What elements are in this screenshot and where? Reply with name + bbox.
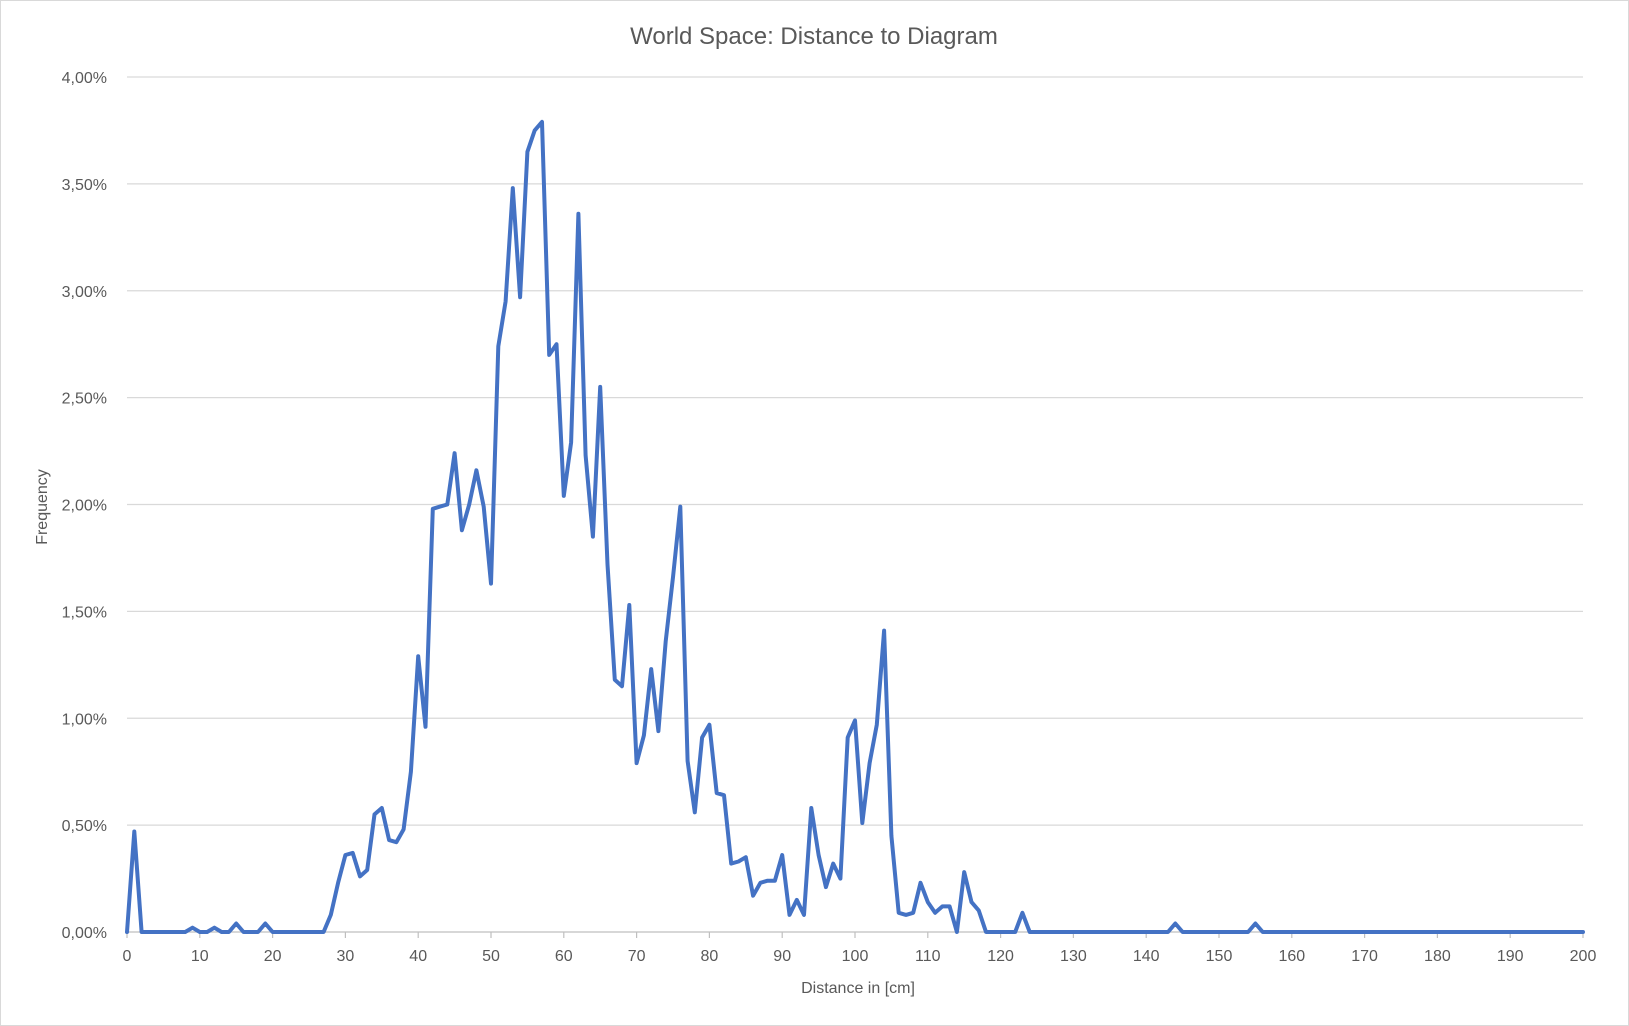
- x-tick-label: 190: [1497, 948, 1524, 965]
- series-line-1: [125, 119, 1585, 934]
- x-tick-label: 150: [1206, 948, 1233, 965]
- x-tick-label: 110: [915, 948, 941, 965]
- y-tick-label: 0,50%: [62, 818, 107, 835]
- y-tick-label: 3,00%: [62, 284, 107, 301]
- x-tick-label: 10: [191, 948, 209, 965]
- x-tick-label: 200: [1570, 948, 1597, 965]
- x-tick-label: 60: [555, 948, 573, 965]
- y-tick-label: 3,50%: [62, 177, 107, 194]
- x-tick-label: 0: [123, 948, 132, 965]
- x-tick-label: 100: [842, 948, 869, 965]
- y-tick-label: 1,50%: [62, 604, 107, 621]
- y-tick-label: 2,00%: [62, 498, 107, 515]
- y-axis-title: Frequency: [34, 469, 51, 545]
- x-axis-tick-labels: 0 10 20 30 40 50 60 70 80 90 100 110 120 130 140 150 160…: [123, 932, 1597, 965]
- gridlines: [127, 76, 1583, 933]
- y-axis-tick-labels: 0,00% 0,50% 1,00% 1,50% 2,00% 2,50% 3,00% 3,50%…: [62, 70, 107, 942]
- x-tick-label: 170: [1351, 948, 1378, 965]
- x-axis-title: Distance in [cm]: [801, 980, 915, 997]
- y-tick-label: 1,00%: [62, 711, 107, 728]
- x-tick-label: 130: [1060, 948, 1087, 965]
- x-tick-label: 50: [482, 948, 500, 965]
- chart-title: World Space: Distance to Diagram: [630, 23, 998, 50]
- series-group: [125, 119, 1585, 934]
- x-tick-label: 80: [701, 948, 719, 965]
- x-tick-label: 160: [1278, 948, 1305, 965]
- x-tick-label: 140: [1133, 948, 1160, 965]
- y-tick-label: 0,00%: [62, 925, 107, 942]
- x-tick-label: 40: [409, 948, 427, 965]
- y-tick-label: 2,50%: [62, 391, 107, 408]
- x-tick-label: 30: [337, 948, 355, 965]
- x-tick-label: 90: [773, 948, 791, 965]
- x-tick-label: 70: [628, 948, 646, 965]
- x-tick-label: 20: [264, 948, 282, 965]
- x-tick-label: 120: [987, 948, 1014, 965]
- x-tick-label: 180: [1424, 948, 1451, 965]
- y-tick-label: 4,00%: [62, 70, 107, 87]
